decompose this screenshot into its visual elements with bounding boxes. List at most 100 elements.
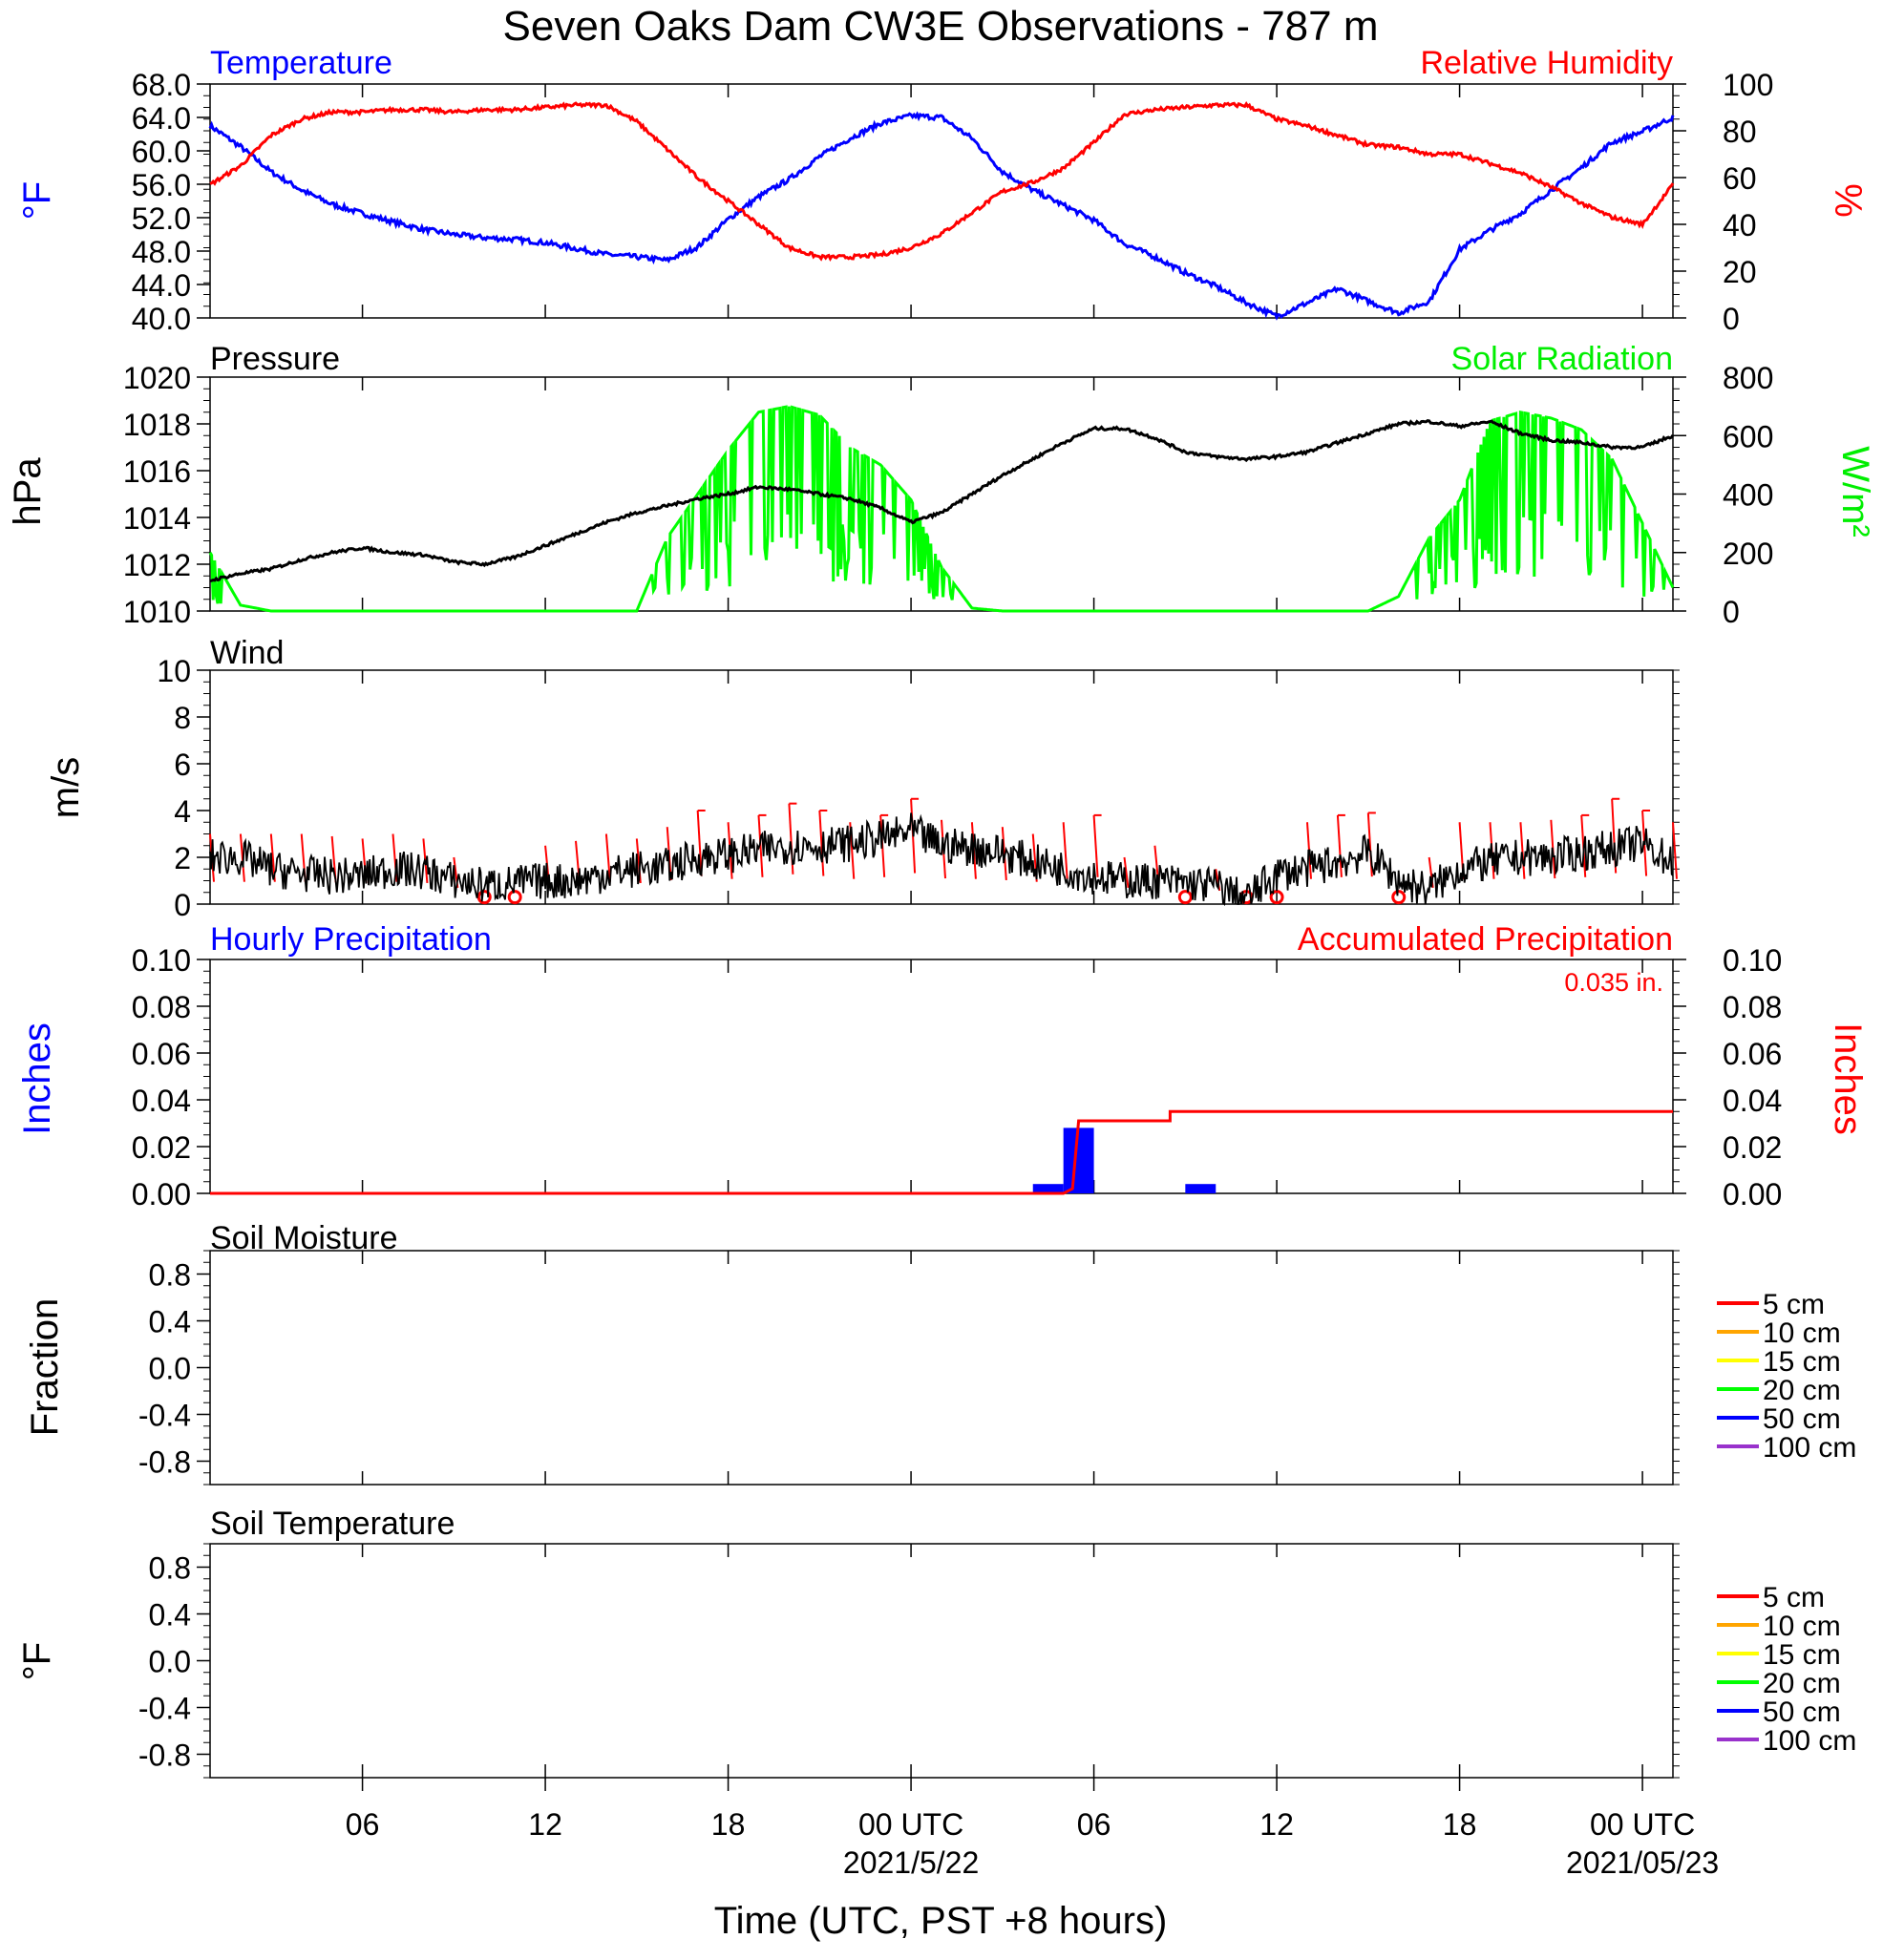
y-tick-label-right: 0.10 <box>1723 943 1782 978</box>
y-tick-label-right: 0.06 <box>1723 1037 1782 1071</box>
y-tick-label: 1014 <box>123 501 191 536</box>
wind-title: Wind <box>210 635 284 671</box>
y-tick-label: 6 <box>174 748 191 782</box>
y-tick-label: 0.00 <box>132 1177 191 1212</box>
hourly-precip-title: Hourly Precipitation <box>210 921 492 958</box>
y-tick-label: 1020 <box>123 361 191 395</box>
y-tick-label: 56.0 <box>132 168 191 202</box>
humidity-title: Relative Humidity <box>1420 45 1673 81</box>
y-tick-label: 2 <box>174 841 191 875</box>
temperature-title: Temperature <box>210 45 392 81</box>
legend-label: 50 cm <box>1763 1697 1841 1728</box>
hourly-precip-bars <box>1032 1128 1217 1193</box>
wind-barb <box>1001 827 1007 880</box>
legend-label: 5 cm <box>1763 1289 1825 1320</box>
y-tick-label: 48.0 <box>132 235 191 269</box>
y-tick-label-right: 0 <box>1723 302 1740 336</box>
precipitation-ticks: 0.00 0.02 0.04 0.06 0.08 0.10 0.00 0.02 0.04 0.06… <box>132 943 1783 1212</box>
accum-total-label: 0.035 in. <box>1564 968 1663 997</box>
y-tick-label: 8 <box>174 701 191 735</box>
y-tick-label: 0 <box>174 888 191 922</box>
x-tick-label: 06 <box>346 1807 380 1842</box>
pressure-line <box>209 419 1675 583</box>
wind-speed-line <box>209 812 1674 907</box>
legend-label: 100 cm <box>1763 1432 1856 1464</box>
legend-label: 15 cm <box>1763 1346 1841 1378</box>
legend-label: 100 cm <box>1763 1725 1856 1757</box>
temperature-line <box>208 111 1675 321</box>
legend-label: 10 cm <box>1763 1611 1841 1642</box>
soil-temperature-axis-label: °F <box>16 1642 58 1680</box>
temperature-humidity-panel: Temperature Relative Humidity °F % 40.04… <box>16 45 1869 336</box>
y-tick-label-right: 100 <box>1723 68 1773 102</box>
y-tick-label: 0.0 <box>149 1645 191 1679</box>
temperature-ticks: 40.044.048.052.056.060.064.068.0 0 20 40 60 8… <box>132 68 1774 336</box>
wind-axis-label: m/s <box>45 757 87 818</box>
y-tick-label: 0.8 <box>149 1258 191 1293</box>
precip-bar <box>1032 1184 1064 1193</box>
wind-barb <box>1336 814 1343 877</box>
wind-barb <box>757 814 764 877</box>
x-tick-label: 06 <box>1077 1807 1111 1842</box>
legend-label: 5 cm <box>1763 1582 1825 1613</box>
solar-axis-label: W/m² <box>1834 446 1876 537</box>
wind-barb <box>604 833 611 882</box>
wind-barb <box>1062 822 1068 879</box>
temperature-axis-label: °F <box>16 181 58 220</box>
wind-ticks: 0 2 4 6 8 10 <box>157 654 1680 922</box>
x-tick-label: 00 UTC <box>858 1807 963 1842</box>
wind-barb <box>818 810 825 876</box>
y-tick-label: 0.04 <box>132 1084 191 1118</box>
legend-label: 20 cm <box>1763 1668 1841 1699</box>
wind-barb <box>696 810 703 876</box>
x-date-label: 2021/05/23 <box>1566 1845 1719 1880</box>
soil-temperature-plot-frame <box>209 1543 1674 1779</box>
precipitation-plot-frame <box>209 959 1674 1194</box>
pressure-ticks: 1010 1012 1014 1016 1018 1020 0 200 400 600 800 <box>123 361 1774 629</box>
y-tick-label: -0.4 <box>138 1692 191 1726</box>
soil-temperature-title: Soil Temperature <box>210 1506 455 1542</box>
legend-label: 50 cm <box>1763 1403 1841 1435</box>
y-tick-label: 0.10 <box>132 943 191 978</box>
y-tick-label-right: 400 <box>1723 478 1773 513</box>
accum-precip-title: Accumulated Precipitation <box>1298 921 1673 958</box>
calm-wind-marker <box>1269 890 1284 905</box>
x-tick-label: 18 <box>711 1807 746 1842</box>
soil-moisture-panel: Soil Moisture Fraction -0.8-0.40.00.40.8… <box>24 1220 1856 1486</box>
y-tick-label: 1018 <box>123 408 191 442</box>
y-tick-label: 1016 <box>123 454 191 489</box>
y-tick-label: -0.8 <box>138 1445 191 1480</box>
y-tick-label: 0.08 <box>132 990 191 1024</box>
legend-label: 10 cm <box>1763 1317 1841 1349</box>
y-tick-label-right: 600 <box>1723 419 1773 453</box>
calm-wind-marker <box>1391 890 1407 905</box>
y-tick-label: 0.8 <box>149 1551 191 1586</box>
pressure-axis-label: hPa <box>7 457 49 526</box>
x-tick-label: 12 <box>1259 1807 1294 1842</box>
y-tick-label: 0.4 <box>149 1305 191 1339</box>
solar-radiation-line <box>208 405 1675 613</box>
y-tick-label-right: 20 <box>1723 255 1757 289</box>
wind-barb <box>1123 856 1130 888</box>
y-tick-label: 0.02 <box>132 1130 191 1165</box>
y-tick-label-right: 0.04 <box>1723 1084 1782 1118</box>
wind-barb <box>1092 814 1099 877</box>
wind-barb <box>1672 822 1678 879</box>
humidity-line <box>209 100 1675 262</box>
precip-bar <box>1185 1184 1217 1193</box>
y-tick-label: 0.0 <box>149 1352 191 1386</box>
soil-moisture-ticks: -0.8 -0.4 0.0 0.4 0.8 <box>138 1250 1680 1486</box>
x-date-label: 2021/5/22 <box>843 1845 979 1880</box>
x-tick-label: 00 UTC <box>1590 1807 1695 1842</box>
y-tick-label-right: 60 <box>1723 161 1757 196</box>
legend-label: 15 cm <box>1763 1639 1841 1671</box>
y-tick-label: -0.8 <box>138 1739 191 1773</box>
y-tick-label-right: 0.08 <box>1723 990 1782 1024</box>
accumulated-precip-line <box>210 1109 1673 1195</box>
soil-moisture-axis-label: Fraction <box>24 1298 66 1437</box>
calm-wind-marker <box>507 890 522 905</box>
y-tick-label: 0.06 <box>132 1037 191 1071</box>
soil-temperature-panel: Soil Temperature °F -0.8 -0.4 0.0 0.4 0.8 5 … <box>16 1506 1856 1779</box>
